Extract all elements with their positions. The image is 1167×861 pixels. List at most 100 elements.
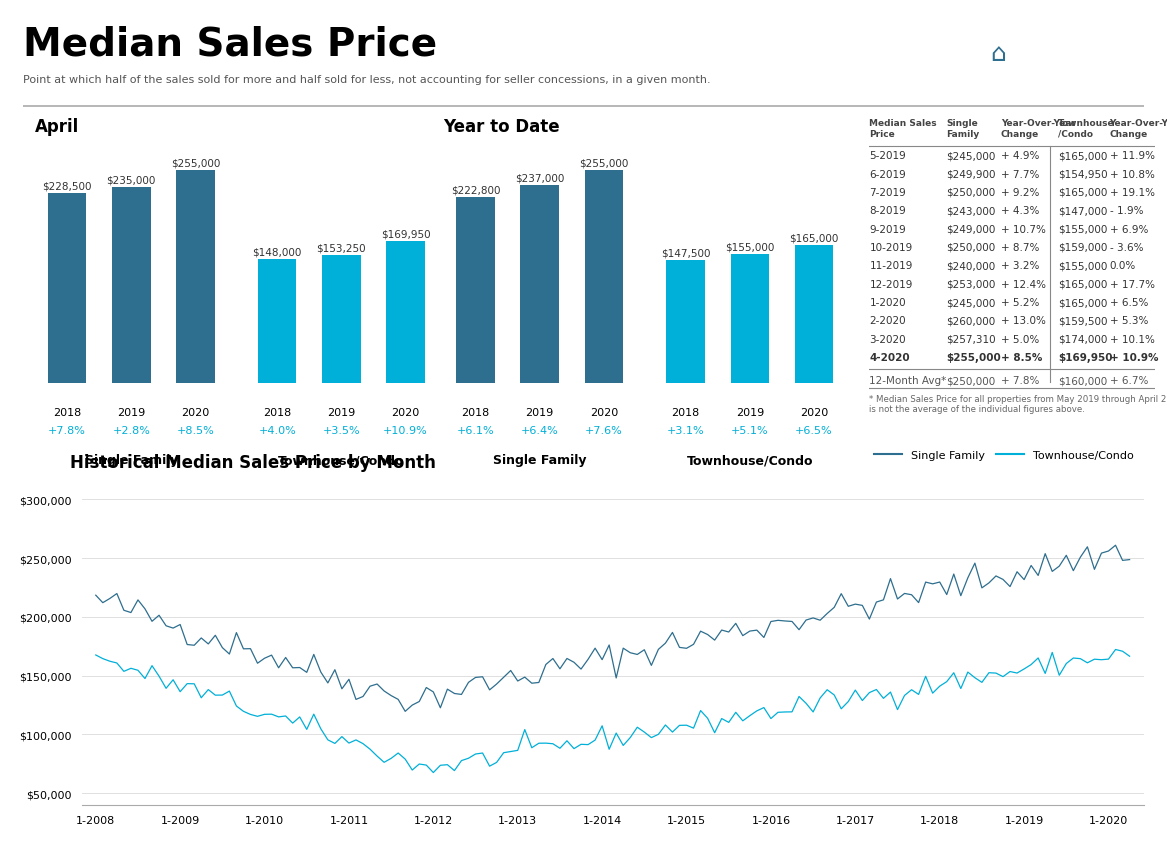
- Bar: [386, 242, 425, 383]
- Text: + 7.8%: + 7.8%: [1001, 376, 1040, 386]
- Text: + 4.3%: + 4.3%: [1001, 206, 1040, 216]
- X-axis label: Single Family: Single Family: [492, 454, 587, 467]
- Text: 1-2020: 1-2020: [869, 298, 906, 307]
- Text: Townhouse
/Condo: Townhouse /Condo: [1058, 119, 1114, 139]
- Text: +7.8%: +7.8%: [48, 425, 86, 436]
- Text: $155,000: $155,000: [1058, 261, 1107, 271]
- Text: $169,950: $169,950: [380, 230, 431, 239]
- Text: $147,500: $147,500: [661, 248, 711, 258]
- FancyBboxPatch shape: [966, 26, 1019, 84]
- Text: + 3.2%: + 3.2%: [1001, 261, 1040, 271]
- Bar: [795, 246, 833, 383]
- Text: Your essential real estate resource.: Your essential real estate resource.: [1054, 76, 1165, 81]
- Text: $154,950: $154,950: [1058, 170, 1107, 179]
- Text: + 12.4%: + 12.4%: [1001, 279, 1046, 289]
- Bar: [258, 260, 296, 383]
- Text: + 17.7%: + 17.7%: [1110, 279, 1154, 289]
- Text: +10.9%: +10.9%: [383, 425, 428, 436]
- Text: + 8.7%: + 8.7%: [1001, 243, 1040, 252]
- Text: - 1.9%: - 1.9%: [1110, 206, 1144, 216]
- Bar: [520, 186, 559, 383]
- Text: Median Sales Price: Median Sales Price: [23, 26, 438, 64]
- Bar: [112, 188, 151, 383]
- Text: $245,000: $245,000: [946, 298, 995, 307]
- Text: $228,500: $228,500: [42, 181, 92, 191]
- Text: $222,800: $222,800: [450, 186, 501, 195]
- Text: ⌂: ⌂: [990, 41, 1006, 65]
- Bar: [48, 194, 86, 383]
- Text: $250,000: $250,000: [946, 376, 995, 386]
- Text: 4-2020: 4-2020: [869, 353, 910, 362]
- Bar: [456, 198, 495, 383]
- Text: +2.8%: +2.8%: [112, 425, 151, 436]
- Text: +5.1%: +5.1%: [731, 425, 769, 436]
- Text: 12-Month Avg*: 12-Month Avg*: [869, 376, 946, 386]
- Text: $159,500: $159,500: [1058, 316, 1107, 326]
- Text: +6.1%: +6.1%: [456, 425, 495, 436]
- Text: + 10.1%: + 10.1%: [1110, 334, 1154, 344]
- Text: 2-2020: 2-2020: [869, 316, 906, 326]
- Text: ASSOCIATION: ASSOCIATION: [1054, 44, 1123, 53]
- Bar: [585, 171, 623, 383]
- Text: $250,000: $250,000: [946, 243, 995, 252]
- Text: 10-2019: 10-2019: [869, 243, 913, 252]
- Text: $255,000: $255,000: [170, 158, 221, 169]
- Text: $235,000: $235,000: [106, 176, 156, 185]
- Text: $243,000: $243,000: [946, 206, 995, 216]
- Text: + 6.5%: + 6.5%: [1110, 298, 1148, 307]
- Text: TUCSON: TUCSON: [1054, 27, 1106, 37]
- Text: +6.4%: +6.4%: [520, 425, 559, 436]
- Text: + 8.5%: + 8.5%: [1001, 353, 1042, 362]
- Text: +3.1%: +3.1%: [666, 425, 705, 436]
- Text: April: April: [35, 118, 79, 135]
- Text: Point at which half of the sales sold for more and half sold for less, not accou: Point at which half of the sales sold fo…: [23, 75, 711, 85]
- Text: + 9.2%: + 9.2%: [1001, 188, 1040, 198]
- Text: +8.5%: +8.5%: [176, 425, 215, 436]
- Text: + 5.3%: + 5.3%: [1110, 316, 1148, 326]
- Text: +7.6%: +7.6%: [585, 425, 623, 436]
- Text: $237,000: $237,000: [515, 174, 565, 183]
- Text: + 7.7%: + 7.7%: [1001, 170, 1040, 179]
- Text: $159,000: $159,000: [1058, 243, 1107, 252]
- Text: 7-2019: 7-2019: [869, 188, 906, 198]
- Text: $165,000: $165,000: [1058, 151, 1107, 161]
- Text: $155,000: $155,000: [1058, 225, 1107, 234]
- Text: + 11.9%: + 11.9%: [1110, 151, 1154, 161]
- Text: $165,000: $165,000: [1058, 188, 1107, 198]
- Text: $240,000: $240,000: [946, 261, 995, 271]
- Text: $147,000: $147,000: [1058, 206, 1107, 216]
- Text: Year to Date: Year to Date: [443, 118, 560, 135]
- Text: + 13.0%: + 13.0%: [1001, 316, 1046, 326]
- Text: 5-2019: 5-2019: [869, 151, 906, 161]
- Text: + 4.9%: + 4.9%: [1001, 151, 1040, 161]
- Bar: [731, 254, 769, 383]
- Text: 9-2019: 9-2019: [869, 225, 906, 234]
- Text: + 6.9%: + 6.9%: [1110, 225, 1148, 234]
- Text: + 19.1%: + 19.1%: [1110, 188, 1154, 198]
- Text: Median Sales
Price: Median Sales Price: [869, 119, 937, 139]
- Text: $250,000: $250,000: [946, 188, 995, 198]
- Text: 0.0%: 0.0%: [1110, 261, 1135, 271]
- Text: 6-2019: 6-2019: [869, 170, 906, 179]
- Text: +6.5%: +6.5%: [795, 425, 833, 436]
- Text: 3-2020: 3-2020: [869, 334, 906, 344]
- Text: 8-2019: 8-2019: [869, 206, 906, 216]
- Text: $257,310: $257,310: [946, 334, 997, 344]
- Legend: Single Family, Townhouse/Condo: Single Family, Townhouse/Condo: [871, 446, 1138, 465]
- Text: OF REALTORS: OF REALTORS: [1054, 59, 1123, 68]
- Text: $255,000: $255,000: [946, 353, 1001, 362]
- Text: + 10.7%: + 10.7%: [1001, 225, 1046, 234]
- Text: * Median Sales Price for all properties from May 2019 through April 2020. This
i: * Median Sales Price for all properties …: [869, 394, 1167, 414]
- Text: $174,000: $174,000: [1058, 334, 1107, 344]
- Text: + 10.8%: + 10.8%: [1110, 170, 1154, 179]
- X-axis label: Townhouse/Condo: Townhouse/Condo: [686, 454, 813, 467]
- Text: 11-2019: 11-2019: [869, 261, 913, 271]
- Text: $260,000: $260,000: [946, 316, 995, 326]
- Text: + 6.7%: + 6.7%: [1110, 376, 1148, 386]
- Bar: [666, 261, 705, 383]
- Text: $153,250: $153,250: [316, 244, 366, 253]
- Text: + 5.0%: + 5.0%: [1001, 334, 1039, 344]
- X-axis label: Single Family: Single Family: [84, 454, 179, 467]
- Text: Year-Over-Year
Change: Year-Over-Year Change: [1001, 119, 1076, 139]
- Text: $160,000: $160,000: [1058, 376, 1107, 386]
